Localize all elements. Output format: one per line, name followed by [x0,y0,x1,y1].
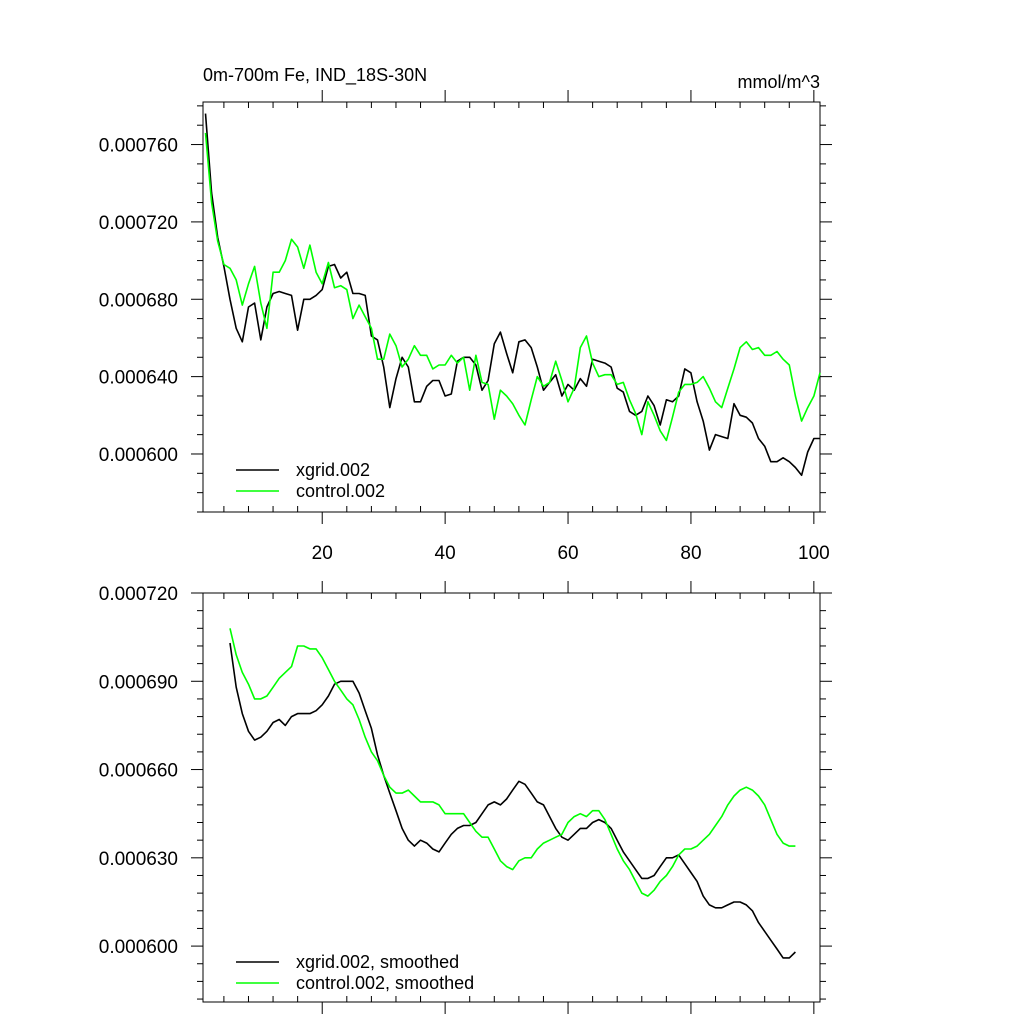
plot-frame [202,101,821,513]
x-tick-label: 80 [680,543,701,564]
legend-label: control.002 [296,481,385,501]
units-label: mmol/m^3 [738,72,820,92]
y-tick-label: 0.000720 [99,584,178,605]
chart-title: 0m-700m Fe, IND_18S-30N [203,65,427,86]
y-tick-label: 0.000720 [99,213,178,234]
legend-label: xgrid.002 [296,460,370,480]
y-tick-label: 0.000600 [99,445,178,466]
x-tick-label: 40 [435,543,456,564]
y-tick-label: 0.000690 [99,672,178,693]
y-tick-label: 0.000680 [99,290,178,311]
y-tick-label: 0.000660 [99,761,178,782]
legend-label: control.002, smoothed [296,973,474,993]
y-tick-label: 0.000630 [99,849,178,870]
series-line-1 [229,642,796,959]
legend-label: xgrid.002, smoothed [296,952,459,972]
panel-2: 0.000600 0.000630 0.000660 0.000690 0.000720… [99,581,832,1014]
y-tick-label: 0.000760 [99,136,178,157]
plot-frame [202,592,821,1003]
x-tick-label: 20 [312,543,333,564]
x-tick-label: 60 [557,543,578,564]
series-line-1 [204,113,820,477]
y-tick-label: 0.000600 [99,937,178,958]
panel-1: 20 40 60 80 100 0.000600 0.000640 0.000680 0.000… [99,65,832,564]
x-tick-label: 100 [798,543,830,564]
y-tick-label: 0.000640 [99,368,178,389]
series-line-2 [204,132,821,442]
series-line-2 [229,628,796,897]
